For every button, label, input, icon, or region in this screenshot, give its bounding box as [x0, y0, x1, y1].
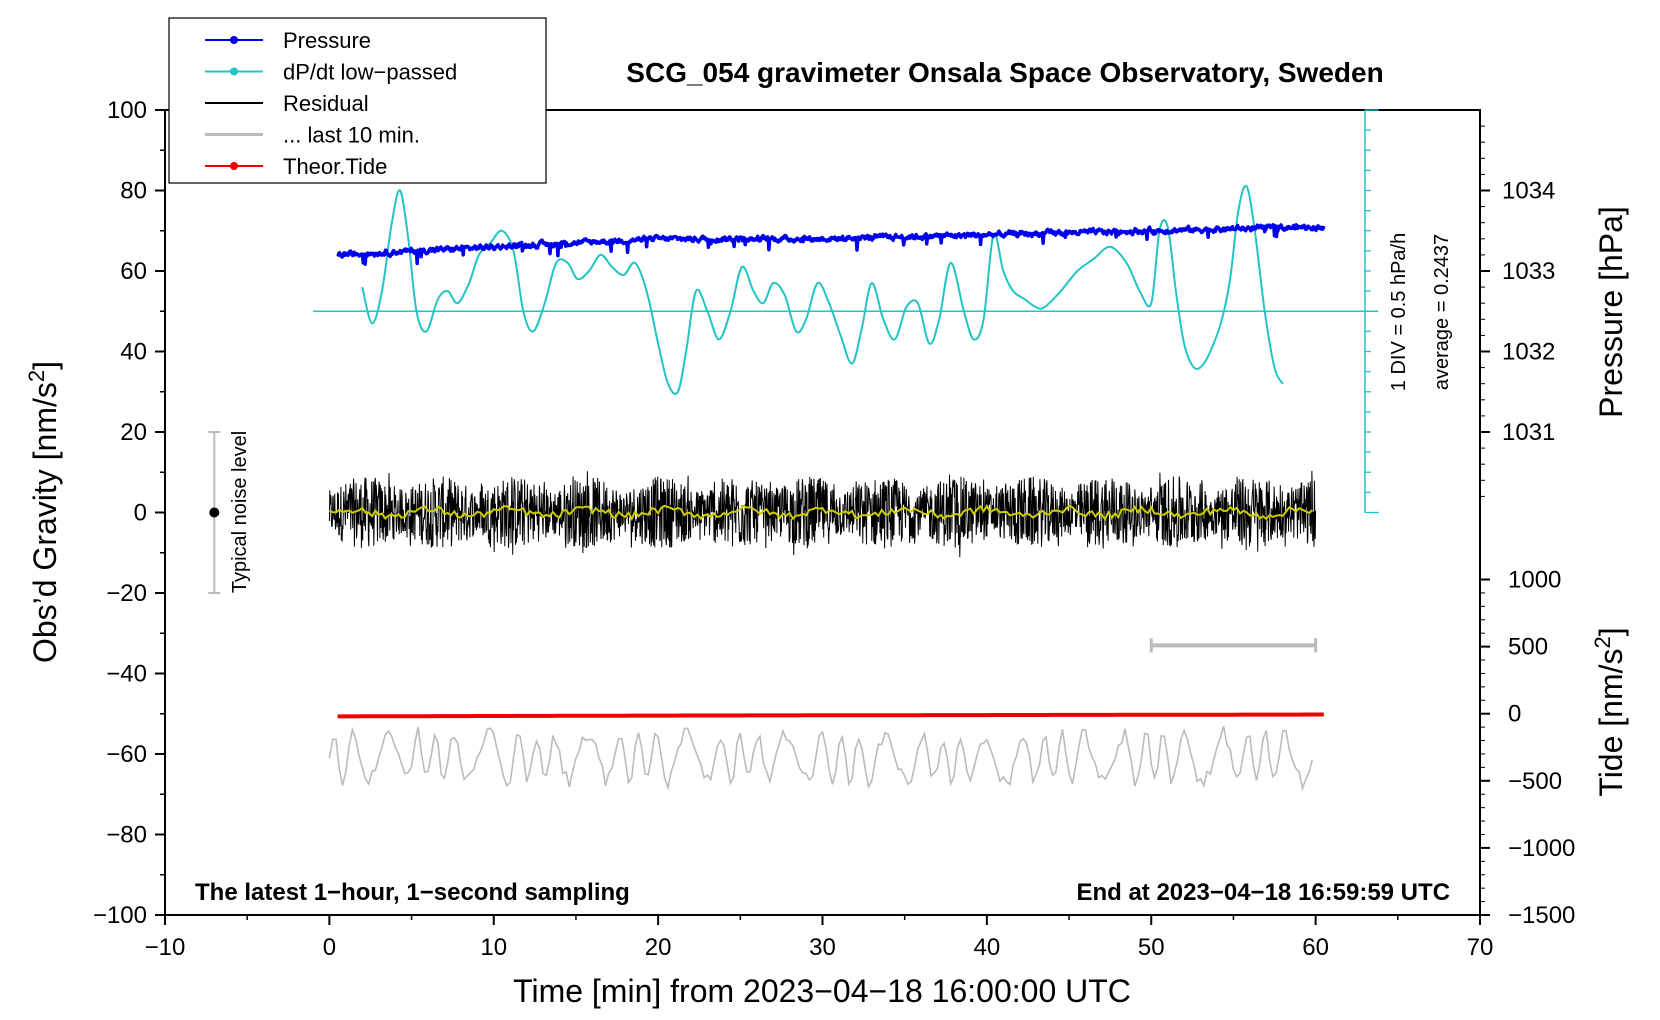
legend-marker: [230, 67, 238, 76]
tide-tick-label: 500: [1508, 634, 1548, 661]
y-tick-label: −100: [93, 902, 147, 929]
tide-tick-label: −500: [1508, 768, 1562, 795]
dpdt-average-label: average = 0.2437: [1431, 234, 1453, 390]
series-residual-smoothed: [329, 503, 1313, 522]
legend-marker: [230, 36, 238, 44]
y-tick-label: 0: [134, 500, 147, 527]
pressure-tick-label: 1034: [1502, 178, 1555, 205]
y-tick-label: 20: [120, 419, 147, 446]
axes-ticks: −10 0 10 20 30 40 50 60 70−100−80−60−40−20020406…: [93, 97, 1575, 961]
pressure-tick-label: 1032: [1502, 339, 1555, 366]
y-tick-label: 100: [107, 97, 147, 124]
y-axis-label-left: Obs’d Gravity [nm/s2]: [24, 361, 63, 663]
x-tick-label: −10: [145, 934, 186, 961]
sampling-note: The latest 1−hour, 1−second sampling: [195, 879, 630, 906]
tide-tick-label: 1000: [1508, 567, 1561, 594]
series-residual: [328, 470, 1317, 558]
legend-box: [168, 17, 547, 184]
pressure-tick-label: 1033: [1502, 258, 1555, 285]
x-tick-label: 10: [480, 934, 507, 961]
end-time-note: End at 2023−04−18 16:59:59 UTC: [1076, 879, 1450, 906]
noise-level-label: Typical noise level: [229, 431, 251, 593]
tide-tick-label: −1500: [1508, 902, 1575, 929]
y-tick-label: 80: [120, 178, 147, 205]
series-theor-tide: [337, 712, 1324, 719]
x-tick-label: 30: [809, 934, 836, 961]
series-last-10-min: [328, 725, 1314, 792]
dpdt-scale-label: 1 DIV = 0.5 hPa/h: [1388, 233, 1410, 391]
x-axis-label: Time [min] from 2023−04−18 16:00:00 UTC: [513, 973, 1131, 1009]
x-tick-label: 50: [1138, 934, 1165, 961]
x-tick-label: 70: [1467, 934, 1494, 961]
legend: Pressure dP/dt low−passed Residual ... last…: [168, 17, 547, 184]
y-axis-label-pressure: Pressure [hPa]: [1593, 206, 1629, 418]
legend-label: ... last 10 min.: [283, 123, 420, 148]
x-tick-label: 0: [323, 934, 336, 961]
pressure-tick-label: 1031: [1502, 419, 1555, 446]
tide-tick-label: −1000: [1508, 835, 1575, 862]
x-tick-label: 40: [974, 934, 1001, 961]
y-axis-label-tide: Tide [nm/s2]: [1590, 627, 1629, 796]
y-tick-label: 60: [120, 258, 147, 285]
series-dpdt: [361, 184, 1284, 395]
x-tick-label: 20: [645, 934, 672, 961]
chart-title: SCG_054 gravimeter Onsala Space Observat…: [626, 57, 1383, 88]
x-tick-label: 60: [1302, 934, 1329, 961]
tide-tick-label: 0: [1508, 701, 1521, 728]
series-pressure: [336, 223, 1326, 266]
y-tick-label: −60: [106, 741, 147, 768]
y-tick-label: −40: [106, 661, 147, 688]
y-tick-label: −20: [106, 580, 147, 607]
series-layer: [208, 109, 1379, 792]
noise-center-dot: [209, 507, 220, 518]
legend-label: Residual: [283, 91, 369, 116]
y-tick-label: 40: [120, 339, 147, 366]
y-tick-label: −80: [106, 822, 147, 849]
legend-marker: [230, 162, 238, 170]
legend-label: Theor.Tide: [283, 154, 387, 179]
legend-label: Pressure: [283, 28, 371, 53]
legend-label: dP/dt low−passed: [283, 60, 457, 85]
